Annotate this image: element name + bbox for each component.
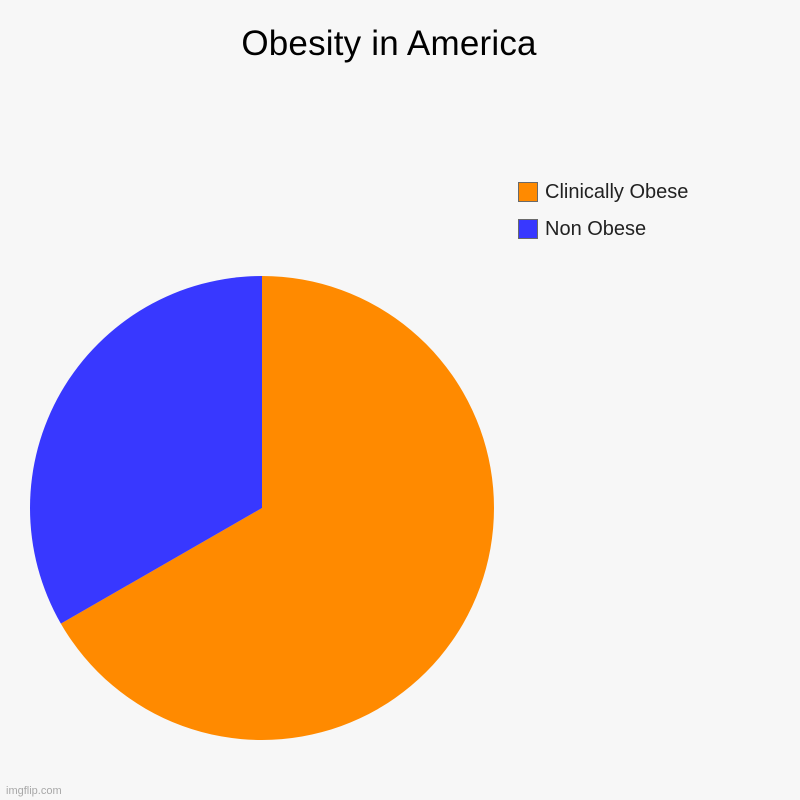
pie-slice-non-obese bbox=[29, 276, 263, 624]
watermark: imgflip.com bbox=[6, 785, 62, 797]
legend-item-non-obese: Non Obese bbox=[518, 216, 688, 242]
legend-label-non-obese: Non Obese bbox=[545, 217, 647, 240]
legend-swatch-non-obese bbox=[518, 219, 538, 239]
chart-title: Obesity in America bbox=[241, 24, 537, 63]
legend-item-clinically-obese: Clinically Obese bbox=[518, 179, 688, 205]
legend-label-clinically-obese: Clinically Obese bbox=[545, 180, 689, 203]
legend: Clinically Obese Non Obese bbox=[518, 179, 688, 253]
pie-slice-clinically-obese bbox=[60, 276, 494, 740]
legend-swatch-clinically-obese bbox=[518, 182, 538, 202]
